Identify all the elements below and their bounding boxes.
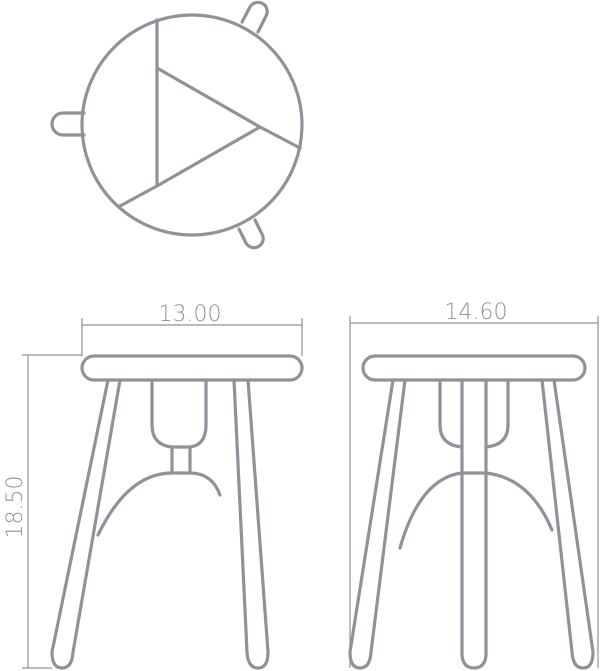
top-triangle-line-right bbox=[258, 125, 302, 150]
top-leg-stub-left bbox=[50, 111, 86, 137]
front-leg-right bbox=[232, 378, 270, 670]
side-leg-center bbox=[460, 378, 488, 670]
side-leg-left bbox=[348, 378, 407, 670]
side-width-label: 14.60 bbox=[445, 300, 508, 325]
front-arch bbox=[96, 471, 222, 537]
top-seat-circle bbox=[80, 13, 304, 237]
side-seat bbox=[361, 354, 587, 382]
side-view: 14.60 bbox=[348, 300, 599, 670]
top-view bbox=[50, 0, 304, 250]
top-triangle-line-left bbox=[118, 184, 159, 208]
front-view: 13.00 18.50 bbox=[3, 302, 304, 670]
side-arch bbox=[398, 471, 554, 550]
side-spindle bbox=[438, 378, 510, 449]
front-width-label: 13.00 bbox=[159, 302, 222, 327]
top-triangle-pattern bbox=[155, 18, 262, 188]
front-leg-left bbox=[50, 378, 122, 670]
height-label: 18.50 bbox=[3, 476, 28, 539]
front-seat bbox=[80, 354, 304, 382]
front-spindle bbox=[150, 378, 208, 475]
side-leg-right bbox=[540, 378, 595, 670]
top-leg-stub-upper bbox=[240, 0, 269, 34]
top-leg-stub-lower bbox=[237, 218, 265, 250]
